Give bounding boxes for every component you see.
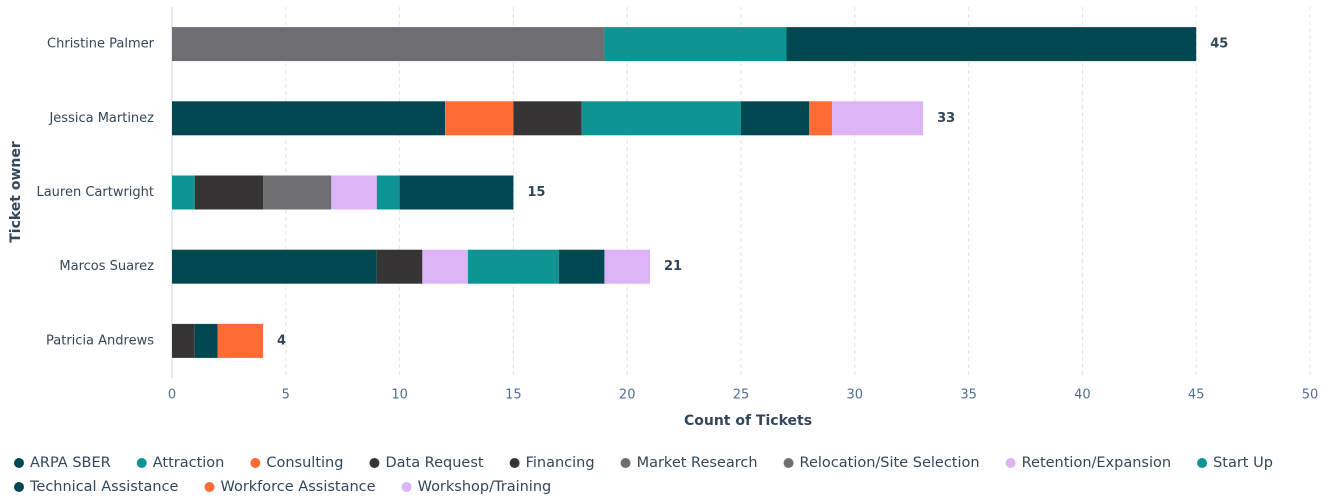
bar-segment — [399, 175, 514, 210]
bar-segment — [741, 101, 810, 136]
legend-label: Start Up — [1213, 455, 1273, 471]
legend-swatch — [14, 482, 24, 492]
legend-item: Consulting — [250, 455, 343, 471]
bar-segment — [422, 249, 468, 284]
legend-label: Retention/Expansion — [1022, 455, 1171, 471]
total-label: 45 — [1210, 37, 1228, 52]
x-tick-label: 10 — [391, 388, 408, 403]
total-label: 21 — [664, 259, 682, 274]
bar-segment — [809, 101, 833, 136]
legend-swatch — [401, 482, 412, 492]
x-tick-label: 30 — [847, 388, 864, 403]
bar-segment — [513, 101, 582, 136]
legend-swatch — [783, 458, 794, 468]
bar-segment — [172, 27, 605, 62]
bar-segment — [581, 101, 741, 136]
x-tick-label: 0 — [168, 388, 176, 403]
legend-item: Technical Assistance — [14, 479, 179, 495]
legend-item: ARPA SBER — [14, 455, 111, 471]
bar-segment — [172, 323, 195, 358]
legend-label: Workshop/Training — [418, 479, 552, 495]
bar-segment — [558, 249, 605, 284]
legend-swatch — [1005, 458, 1016, 468]
legend-item: Workforce Assistance — [204, 479, 376, 495]
legend-swatch — [509, 458, 520, 468]
y-tick-label: Marcos Suarez — [59, 259, 154, 274]
bar-segment — [194, 175, 264, 210]
x-tick-label: 45 — [1188, 388, 1205, 403]
legend-label: Technical Assistance — [29, 479, 179, 495]
legend-swatch — [250, 458, 261, 468]
legend-item: Workshop/Training — [401, 479, 552, 495]
legend-label: Financing — [526, 455, 595, 471]
y-tick-label: Jessica Martinez — [48, 111, 154, 126]
legend-item: Retention/Expansion — [1005, 455, 1171, 471]
y-tick-label: Lauren Cartwright — [36, 185, 154, 200]
total-label: 33 — [937, 111, 955, 126]
bar-segment — [832, 101, 924, 136]
x-tick-label: 15 — [505, 388, 522, 403]
bar-segment — [194, 323, 218, 358]
legend-swatch — [14, 458, 24, 468]
bar-segment — [217, 323, 264, 358]
bar-segment — [376, 249, 423, 284]
bar-segment — [445, 101, 514, 136]
x-tick-label: 35 — [960, 388, 977, 403]
y-tick-label: Christine Palmer — [47, 37, 155, 52]
legend-label: Attraction — [153, 455, 225, 471]
bar-segment — [604, 249, 650, 284]
legend-swatch — [136, 458, 147, 468]
total-label: 4 — [277, 333, 286, 348]
legend-swatch — [369, 458, 380, 468]
x-tick-label: 40 — [1074, 388, 1091, 403]
bar-segment — [604, 27, 787, 62]
bar-segment — [172, 249, 377, 284]
bar-segment — [172, 101, 446, 136]
y-axis-title: Ticket owner — [8, 141, 24, 243]
legend-label: Consulting — [266, 455, 343, 471]
x-tick-label: 25 — [733, 388, 750, 403]
bar-segment — [172, 175, 195, 210]
x-tick-label: 50 — [1302, 388, 1319, 403]
x-axis-title: Count of Tickets — [684, 413, 812, 429]
legend-swatch — [204, 482, 215, 492]
bar-segment — [786, 27, 1197, 62]
legend-label: Market Research — [637, 455, 758, 471]
bar-segment — [467, 249, 559, 284]
legend-label: Relocation/Site Selection — [800, 455, 980, 471]
legend-item: Attraction — [136, 455, 225, 471]
legend-swatch — [1197, 458, 1208, 468]
legend-item: Data Request — [369, 455, 484, 471]
legend-label: ARPA SBER — [30, 455, 111, 471]
legend-item: Relocation/Site Selection — [783, 455, 980, 471]
y-tick-label: Patricia Andrews — [46, 333, 154, 348]
x-tick-label: 20 — [619, 388, 636, 403]
bar-segment — [263, 175, 332, 210]
bar-segment — [331, 175, 377, 210]
legend-label: Data Request — [385, 455, 483, 471]
x-tick-label: 5 — [282, 388, 290, 403]
legend-item: Start Up — [1197, 455, 1273, 471]
legend-label: Workforce Assistance — [220, 479, 375, 495]
bar-segment — [376, 175, 400, 210]
legend-swatch — [620, 458, 631, 468]
total-label: 15 — [527, 185, 545, 200]
legend-item: Financing — [509, 455, 595, 471]
legend-item: Market Research — [620, 455, 758, 471]
